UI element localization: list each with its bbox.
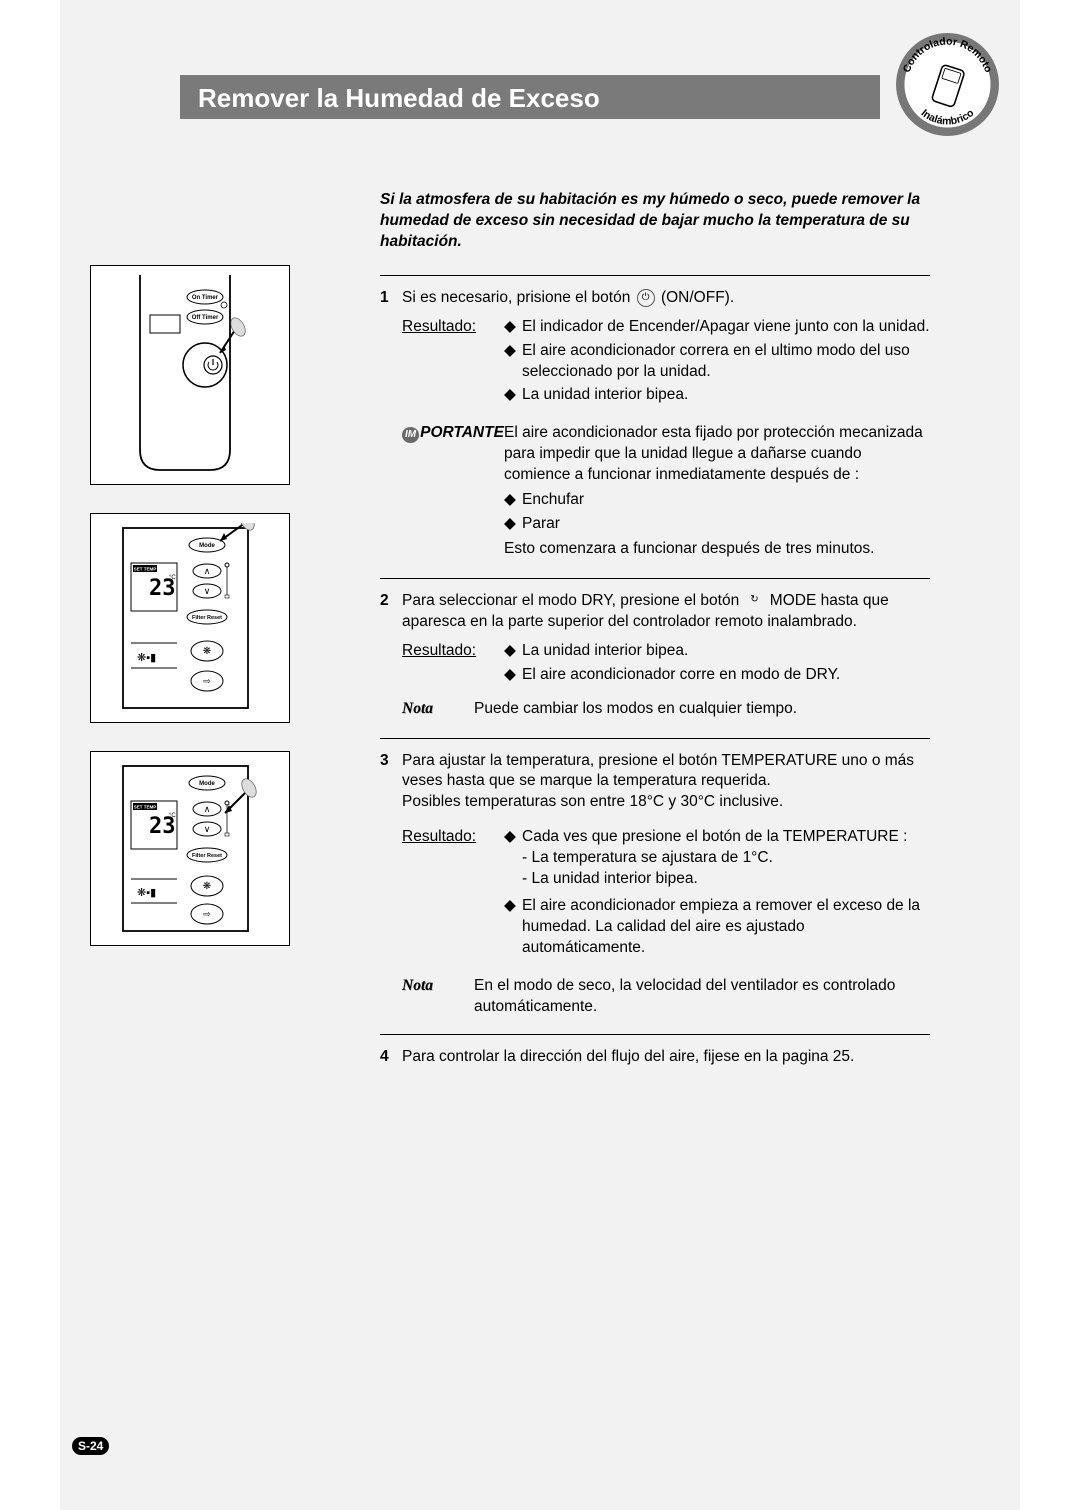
step-2: 2 Para seleccionar el modo DRY, presione… <box>380 591 930 633</box>
remote-diagram-2: Mode ∧ ∨ Filter Reset ❋ ⇨ SET TEMP 23 °C <box>90 513 290 723</box>
instruction-content: Si la atmosfera de su habitación es my h… <box>380 190 930 1074</box>
svg-text:SET TEMP: SET TEMP <box>134 805 157 810</box>
svg-text:Filter Reset: Filter Reset <box>192 853 222 859</box>
resultado-label: Resultado: <box>402 641 504 689</box>
svg-text:°C: °C <box>169 575 176 581</box>
svg-text:∧: ∧ <box>204 566 211 576</box>
svg-text:°C: °C <box>169 813 176 819</box>
remote-diagram-1: On Timer Off Timer <box>90 265 290 485</box>
page-number: S-24 <box>72 1437 109 1455</box>
remote-diagram-3: Mode ∧ ∨ Filter Reset ❋ ⇨ SET TEMP 23 °C… <box>90 751 290 946</box>
page-title: Remover la Humedad de Exceso <box>180 75 880 119</box>
step-3: 3 Para ajustar la temperatura, presione … <box>380 751 930 814</box>
svg-text:Filter Reset: Filter Reset <box>192 615 222 621</box>
svg-text:⇨: ⇨ <box>203 676 211 686</box>
svg-text:Off Timer: Off Timer <box>192 315 219 321</box>
svg-text:∨: ∨ <box>204 824 211 834</box>
wireless-remote-badge: Controlador Remoto Inalámbrico <box>895 32 1000 137</box>
svg-text:Mode: Mode <box>199 781 215 787</box>
power-icon: ⏻ <box>637 289 655 307</box>
svg-text:⇨: ⇨ <box>203 909 211 919</box>
svg-text:Mode: Mode <box>199 543 215 549</box>
svg-text:∧: ∧ <box>204 804 211 814</box>
resultado-label: Resultado: <box>402 827 504 962</box>
resultado-label: Resultado: <box>402 317 504 410</box>
step-4: 4 Para controlar la dirección del flujo … <box>380 1047 930 1068</box>
svg-text:❋▪▮: ❋▪▮ <box>137 887 156 899</box>
intro-text: Si la atmosfera de su habitación es my h… <box>380 190 930 253</box>
svg-text:❋▪▮: ❋▪▮ <box>137 652 156 664</box>
importante-label: IMPORTANTE <box>402 423 504 560</box>
step-1: 1 Si es necesario, prisione el botón ⏻ (… <box>380 288 930 309</box>
svg-text:❋: ❋ <box>203 646 211 657</box>
svg-text:SET TEMP: SET TEMP <box>134 567 157 572</box>
svg-text:❋: ❋ <box>203 881 211 892</box>
mode-icon: ↻ <box>746 592 764 610</box>
svg-text:∨: ∨ <box>204 586 211 596</box>
remote-illustrations: On Timer Off Timer Mode ∧ ∨ <box>90 265 290 974</box>
svg-text:On Timer: On Timer <box>192 295 219 301</box>
